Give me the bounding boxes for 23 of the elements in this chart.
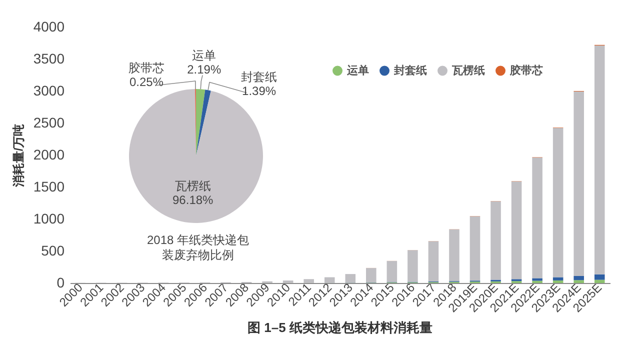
y-tick-label: 4000 (33, 18, 65, 34)
y-tick-label: 3500 (33, 50, 65, 66)
data-label: 96.18% (172, 192, 214, 207)
y-tick-label: 2000 (33, 146, 65, 162)
y-tick-label: 500 (41, 242, 65, 258)
legend-label: 瓦楞纸 (451, 64, 485, 77)
data-label: 2.19% (187, 62, 222, 76)
slice-label: 胶带芯 (128, 60, 164, 75)
y-tick-label: 2500 (33, 114, 65, 130)
y-tick-label: 1000 (33, 210, 65, 226)
legend-label: 封套纸 (393, 64, 427, 77)
slice-label: 封套纸 (241, 70, 278, 84)
data-label: 1.39% (242, 84, 276, 98)
slice-label: 瓦楞纸 (174, 178, 211, 193)
data-label: 0.25% (129, 74, 164, 89)
slice-label: 运单 (192, 48, 216, 62)
text: 图 1–5 纸类快递包装材料消耗量 (248, 320, 432, 335)
text: 2018 年纸类快递包装废弃物比例 (146, 233, 250, 263)
legend-label: 运单 (346, 64, 369, 77)
y-axis-title: 消耗量/万吨 (11, 124, 26, 188)
y-tick-label: 3000 (33, 82, 65, 98)
y-tick-label: 1500 (33, 178, 65, 194)
legend-label: 胶带芯 (509, 64, 543, 77)
